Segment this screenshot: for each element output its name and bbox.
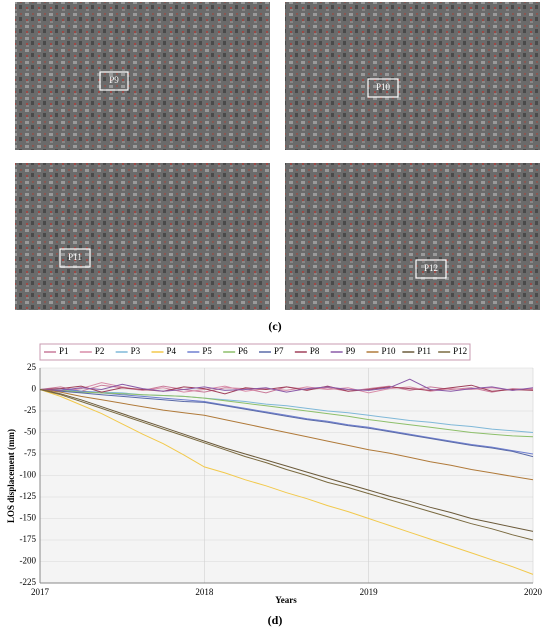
y-tick-label: -125 [20,491,37,501]
map-panels: P9 P10 P11 P12 [15,2,540,310]
legend-label: P6 [238,346,248,356]
x-tick-label: 2020 [524,587,543,597]
y-tick-label: -50 [24,427,36,437]
point-box [367,78,399,98]
y-tick-label: 25 [27,362,37,372]
point-box [99,71,129,91]
series-line [39,389,534,433]
series-line [39,389,534,438]
point-label: P11 [68,252,82,262]
y-tick-label: -200 [20,556,37,566]
legend-label: P8 [310,346,320,356]
legend-label: P9 [346,346,356,356]
series-line [39,389,534,532]
legend-label: P11 [417,346,431,356]
map-panel [285,2,540,150]
legend-label: P1 [59,346,69,356]
legend-box [39,343,471,361]
map-panel [15,2,270,150]
y-tick-label: -100 [20,470,37,480]
y-tick-label: -175 [20,534,37,544]
legend-label: P4 [167,346,177,356]
x-tick-label: 2019 [360,587,379,597]
legend-label: P7 [274,346,284,356]
y-tick-label: 0 [32,384,37,394]
map-panel [15,163,270,310]
x-axis-label: Years [275,595,297,605]
series-line [39,389,534,575]
series-line [39,389,534,458]
series-line [39,382,534,394]
y-tick-label: -25 [24,405,36,415]
x-tick-label: 2017 [31,587,50,597]
point-box [59,248,91,268]
panel-label: (d) [268,613,283,627]
legend-label: P12 [453,346,467,356]
point-label: P9 [109,75,119,85]
y-tick-label: -75 [24,448,36,458]
point-label: P10 [376,82,391,92]
y-tick-label: -225 [20,577,37,587]
panel-label: (c) [268,319,281,333]
y-tick-label: -150 [20,513,37,523]
legend-label: P2 [95,346,105,356]
legend-label: P3 [131,346,141,356]
legend-label: P10 [382,346,397,356]
legend-label: P5 [202,346,212,356]
series-line [39,384,534,395]
point-label: P12 [424,263,438,273]
series-line [39,389,534,481]
x-tick-label: 2018 [195,587,214,597]
point-box [415,259,447,279]
series-line [39,389,534,541]
series-line [39,388,534,455]
y-axis-label: LOS displacement (mm) [6,429,16,523]
map-panel [285,163,540,310]
series-line [39,378,534,393]
